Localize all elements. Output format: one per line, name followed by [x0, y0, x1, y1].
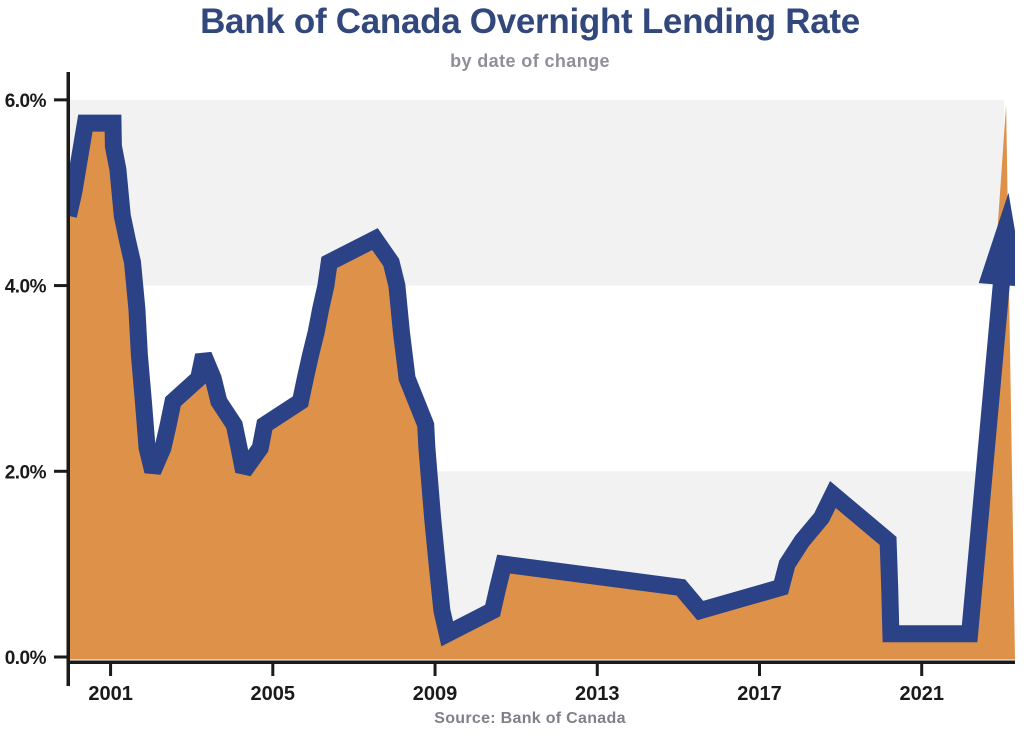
y-tick-label: 4.0%	[5, 277, 47, 298]
source-caption: Source: Bank of Canada	[434, 710, 626, 727]
x-tick-label: 2021	[899, 683, 944, 705]
x-tick-label: 2009	[413, 683, 458, 705]
y-tick-label: 6.0%	[5, 91, 47, 112]
y-tick-label: 0.0%	[5, 648, 47, 669]
y-tick-label: 2.0%	[5, 462, 47, 483]
x-tick	[433, 664, 437, 676]
x-tick	[595, 664, 599, 676]
chart-subtitle: by date of change	[450, 51, 610, 71]
x-tick	[109, 664, 113, 676]
x-tick-label: 2005	[251, 683, 296, 705]
y-axis	[66, 72, 70, 686]
y-tick	[54, 469, 67, 473]
plot-area-group	[68, 104, 1015, 660]
y-tick	[54, 655, 67, 659]
x-tick-label: 2017	[737, 683, 782, 705]
y-tick	[54, 98, 67, 102]
x-axis	[66, 660, 1015, 664]
x-tick	[757, 664, 761, 676]
x-tick-label: 2001	[88, 683, 133, 705]
y-tick	[54, 284, 67, 288]
rate-area	[68, 104, 1015, 660]
chart-title: Bank of Canada Overnight Lending Rate	[200, 2, 860, 41]
grid-band	[68, 99, 1004, 286]
x-tick	[920, 664, 924, 676]
trend-arrow-head	[978, 192, 1015, 286]
x-tick	[271, 664, 275, 676]
rate-line	[68, 114, 1011, 647]
x-tick-label: 2013	[575, 683, 620, 705]
